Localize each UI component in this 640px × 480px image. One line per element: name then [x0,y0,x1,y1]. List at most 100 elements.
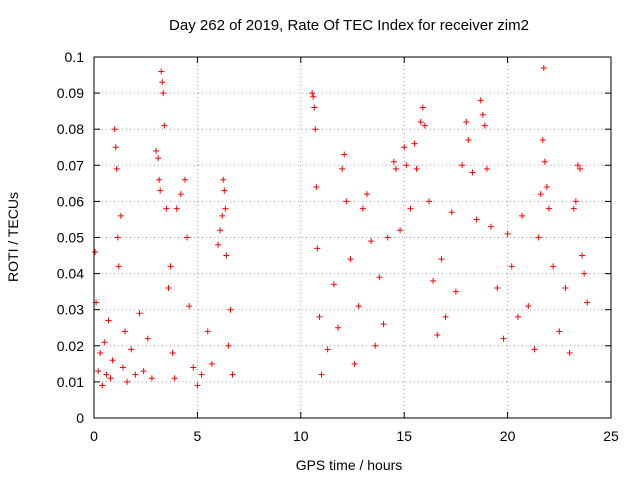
data-point [217,227,224,234]
data-point [473,216,480,223]
data-point [579,252,586,259]
axis-ticks: 0 5 10 15 20 25 0 0.01 0.02 0.03 0.04 0.05 0.06 0.07 0… [57,49,619,444]
data-point [156,176,163,183]
data-point [469,169,476,176]
data-point [448,209,455,216]
data-point [190,364,197,371]
data-point [159,79,166,86]
y-tick-label: 0.01 [57,374,84,390]
data-point [545,205,552,212]
data-point [221,187,228,194]
data-point [122,328,129,335]
grid-layer [94,57,611,418]
data-point [390,158,397,165]
data-point [177,191,184,198]
data-point [430,277,437,284]
data-point [223,252,230,259]
data-point [566,350,573,357]
data-point [562,285,569,292]
data-point [140,368,147,375]
y-tick-label: 0.02 [57,338,84,354]
y-tick-label: 0.07 [57,157,84,173]
data-point [459,162,466,169]
y-axis-label: ROTI / TECUs [5,192,21,282]
data-point [421,122,428,129]
data-point [574,162,581,169]
data-point [494,285,501,292]
data-point [419,104,426,111]
data-point [99,382,106,389]
data-point [181,176,188,183]
data-point [95,368,102,375]
data-point [541,158,548,165]
data-point [500,335,507,342]
y-tick-label: 0.09 [57,85,84,101]
data-point [335,324,342,331]
data-point [114,234,121,241]
data-point [194,382,201,389]
data-point [359,205,366,212]
data-point [576,165,583,172]
data-point [112,144,119,151]
data-point [363,191,370,198]
data-point [107,375,114,382]
data-point [384,234,391,241]
data-point [411,140,418,147]
data-point [198,371,205,378]
data-point [351,360,358,367]
data-point [537,191,544,198]
data-point [347,256,354,263]
data-point [525,303,532,310]
data-point [186,303,193,310]
data-point [153,147,160,154]
data-point [339,165,346,172]
data-point [220,176,227,183]
data-point [105,317,112,324]
data-point [227,306,234,313]
data-point [442,313,449,320]
data-point [103,371,110,378]
data-point [163,205,170,212]
data-point [310,93,317,100]
data-point [222,205,229,212]
data-point [124,378,131,385]
data-point [204,328,211,335]
data-point [403,162,410,169]
x-tick-label: 0 [90,428,98,444]
data-point [173,205,180,212]
x-tick-label: 15 [396,428,412,444]
data-point [407,205,414,212]
data-point [380,321,387,328]
data-point [550,263,557,270]
data-point [372,342,379,349]
data-point [355,303,362,310]
data-point [309,90,316,97]
data-point [144,335,151,342]
data-point [316,313,323,320]
data-point [128,346,135,353]
data-point [132,371,139,378]
x-tick-label: 5 [194,428,202,444]
data-point [417,118,424,125]
data-point [314,245,321,252]
data-point [225,342,232,349]
x-tick-label: 20 [500,428,516,444]
y-tick-label: 0.05 [57,230,84,246]
data-point [119,364,126,371]
data-point [535,234,542,241]
x-tick-label: 10 [293,428,309,444]
data-point [165,285,172,292]
data-point [581,270,588,277]
y-tick-label: 0.03 [57,302,84,318]
data-point [161,122,168,129]
data-point [531,346,538,353]
data-point [426,198,433,205]
data-point [160,90,167,97]
data-point [401,144,408,151]
data-point [376,274,383,281]
data-point [117,212,124,219]
data-point [157,187,164,194]
data-point [167,263,174,270]
data-point [313,183,320,190]
data-point [504,230,511,237]
